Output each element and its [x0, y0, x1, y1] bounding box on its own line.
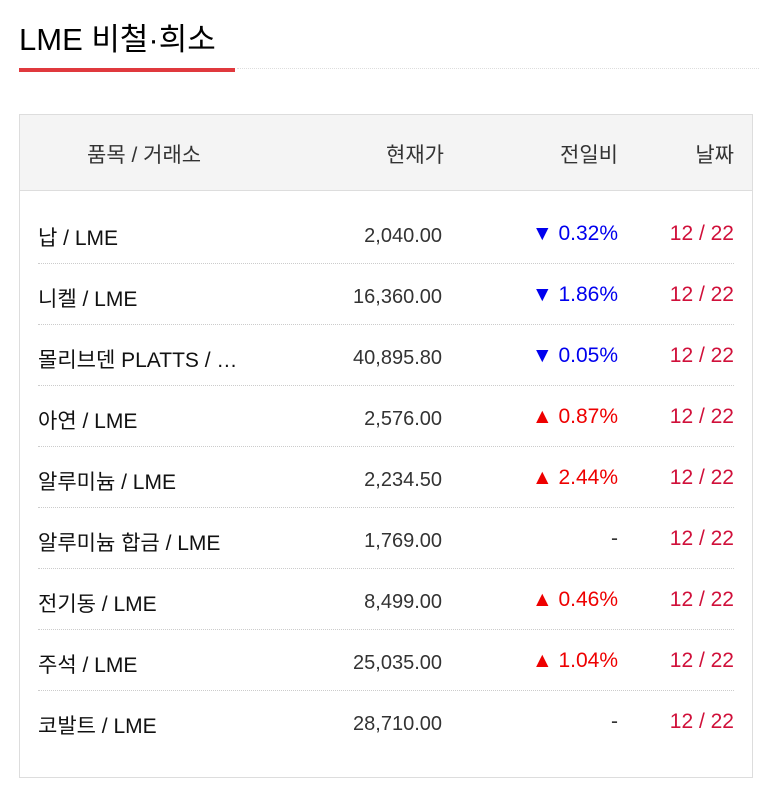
table-header: 품목 / 거래소 현재가 전일비 날짜 — [20, 115, 752, 191]
table-row[interactable]: 주석 / LME 25,035.00 ▲ 1.04% 12 / 22 — [38, 630, 734, 691]
change-value: - — [611, 710, 618, 733]
table-row[interactable]: 납 / LME 2,040.00 ▼ 0.32% 12 / 22 — [38, 203, 734, 264]
item-name-link[interactable]: 아연 / LME — [38, 410, 138, 433]
header-name: 품목 / 거래소 — [87, 144, 202, 167]
table-row[interactable]: 알루미늄 / LME 2,234.50 ▲ 2.44% 12 / 22 — [38, 447, 734, 508]
change-value: ▼ 0.32% — [531, 222, 618, 245]
table-row[interactable]: 몰리브덴 PLATTS / … 40,895.80 ▼ 0.05% 12 / 2… — [38, 325, 734, 386]
date-value: 12 / 22 — [669, 649, 734, 672]
table-body: 납 / LME 2,040.00 ▼ 0.32% 12 / 22 니켈 / LME… — [20, 191, 752, 751]
table-row[interactable]: 전기동 / LME 8,499.00 ▲ 0.46% 12 / 22 — [38, 569, 734, 630]
date-value: 12 / 22 — [669, 405, 734, 428]
current-price: 2,576.00 — [364, 408, 442, 430]
item-name-link[interactable]: 니켈 / LME — [38, 288, 138, 311]
change-value: - — [611, 527, 618, 550]
divider — [237, 68, 759, 69]
current-price: 2,234.50 — [364, 469, 442, 491]
current-price: 25,035.00 — [353, 652, 442, 674]
item-name-link[interactable]: 알루미늄 / LME — [38, 471, 176, 494]
item-name-link[interactable]: 납 / LME — [38, 227, 119, 250]
change-value: ▼ 1.86% — [531, 283, 618, 306]
table-row[interactable]: 코발트 / LME 28,710.00 - 12 / 22 — [38, 691, 734, 751]
item-name-link[interactable]: 알루미늄 합금 / LME — [38, 532, 221, 555]
current-price: 40,895.80 — [353, 347, 442, 369]
page-title: LME 비철·희소 — [19, 22, 216, 57]
date-value: 12 / 22 — [669, 466, 734, 489]
date-value: 12 / 22 — [669, 222, 734, 245]
table-row[interactable]: 니켈 / LME 16,360.00 ▼ 1.86% 12 / 22 — [38, 264, 734, 325]
date-value: 12 / 22 — [669, 283, 734, 306]
change-value: ▲ 2.44% — [531, 466, 618, 489]
date-value: 12 / 22 — [669, 588, 734, 611]
table-row[interactable]: 아연 / LME 2,576.00 ▲ 0.87% 12 / 22 — [38, 386, 734, 447]
change-value: ▲ 1.04% — [531, 649, 618, 672]
change-value: ▼ 0.05% — [531, 344, 618, 367]
date-value: 12 / 22 — [669, 710, 734, 733]
title-underline — [19, 68, 235, 72]
item-name-link[interactable]: 코발트 / LME — [38, 715, 157, 738]
header-date: 날짜 — [695, 144, 734, 167]
current-price: 1,769.00 — [364, 530, 442, 552]
current-price: 8,499.00 — [364, 591, 442, 613]
change-value: ▲ 0.46% — [531, 588, 618, 611]
header-price: 현재가 — [386, 144, 444, 167]
price-table: 품목 / 거래소 현재가 전일비 날짜 납 / LME 2,040.00 ▼ 0… — [19, 114, 753, 778]
current-price: 16,360.00 — [353, 286, 442, 308]
change-value: ▲ 0.87% — [531, 405, 618, 428]
current-price: 28,710.00 — [353, 713, 442, 735]
header-change: 전일비 — [560, 144, 618, 167]
item-name-link[interactable]: 주석 / LME — [38, 654, 138, 677]
current-price: 2,040.00 — [364, 225, 442, 247]
date-value: 12 / 22 — [669, 344, 734, 367]
item-name-link[interactable]: 몰리브덴 PLATTS / … — [38, 349, 238, 372]
table-row[interactable]: 알루미늄 합금 / LME 1,769.00 - 12 / 22 — [38, 508, 734, 569]
item-name-link[interactable]: 전기동 / LME — [38, 593, 157, 616]
date-value: 12 / 22 — [669, 527, 734, 550]
